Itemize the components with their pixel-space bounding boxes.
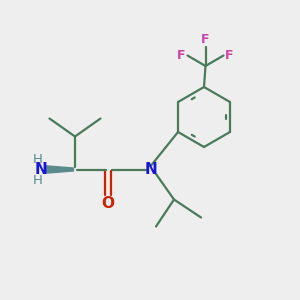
Text: O: O: [101, 196, 115, 211]
Text: F: F: [177, 49, 186, 62]
Text: N: N: [145, 162, 158, 177]
Text: H: H: [33, 152, 42, 166]
Text: F: F: [201, 33, 210, 46]
Text: N: N: [35, 162, 47, 177]
Text: H: H: [33, 174, 42, 188]
Text: F: F: [225, 49, 234, 62]
Polygon shape: [46, 166, 74, 173]
